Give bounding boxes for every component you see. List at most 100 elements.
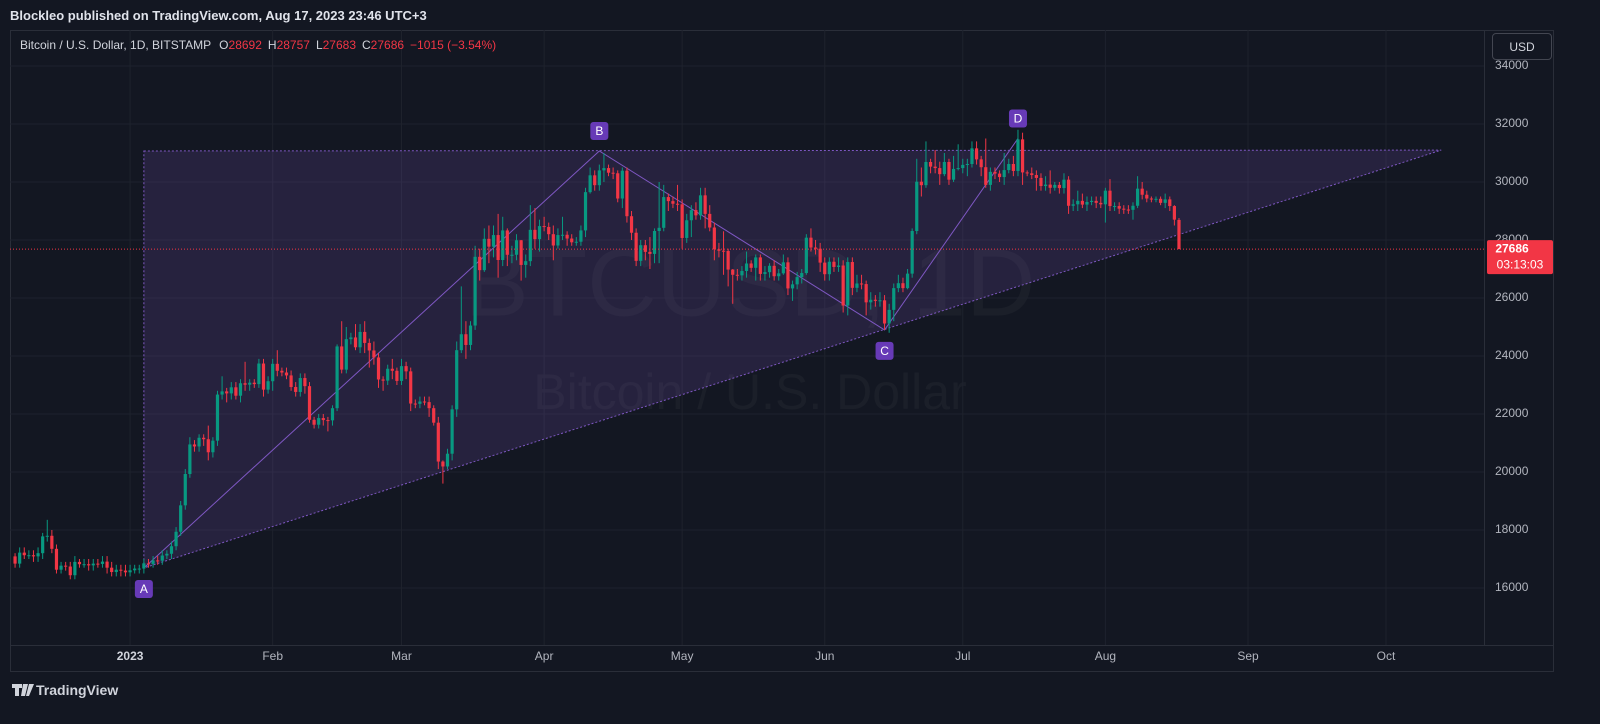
candle-body <box>206 439 210 453</box>
candle-body <box>261 363 266 390</box>
candle-body <box>376 357 381 380</box>
currency-button[interactable]: USD <box>1492 33 1552 60</box>
y-tick-label: 32000 <box>1495 116 1529 130</box>
candle-body <box>524 261 528 265</box>
candle-body <box>174 531 178 547</box>
candle-body <box>988 171 992 185</box>
candle-body <box>271 363 275 382</box>
candle-body <box>31 555 36 557</box>
candle-body <box>961 164 965 169</box>
candle-body <box>1034 175 1038 178</box>
candle-body <box>685 220 689 238</box>
candle-body <box>915 181 919 231</box>
candle-body <box>128 570 132 573</box>
candle-body <box>188 444 192 475</box>
candle-body <box>583 192 588 231</box>
candle-body <box>1048 184 1052 188</box>
candle-body <box>1062 179 1066 189</box>
candle-body <box>100 561 105 564</box>
change: −1015 (−3.54%) <box>410 38 497 52</box>
candle-body <box>694 210 698 216</box>
chart-frame <box>10 30 1554 672</box>
candle-body <box>859 283 864 285</box>
candle-body <box>956 168 960 170</box>
candle-body <box>593 175 597 186</box>
pattern-badge <box>1008 109 1027 128</box>
candle-body <box>942 161 946 175</box>
candle-body <box>284 372 289 376</box>
candle-body <box>864 284 868 303</box>
candle-body <box>395 370 399 381</box>
candle-body <box>478 256 482 271</box>
candle-body <box>137 568 141 570</box>
candle-body <box>836 265 841 267</box>
candle-body <box>468 325 473 345</box>
candle-body <box>901 283 905 289</box>
candle-body <box>703 195 707 214</box>
candle-body <box>606 168 611 173</box>
candle-body <box>192 444 197 447</box>
candle-body <box>77 561 82 565</box>
candle-body <box>1099 202 1103 205</box>
candle-body <box>625 170 629 217</box>
candle-body <box>1154 198 1158 200</box>
candle-body <box>928 161 933 167</box>
candle-body <box>772 265 776 277</box>
candle-body <box>303 378 307 387</box>
candle-body <box>404 366 408 372</box>
candle-body <box>602 168 606 171</box>
candle-body <box>73 561 77 576</box>
candle-body <box>386 368 390 381</box>
candle-body <box>363 331 367 343</box>
candle-body <box>855 283 859 288</box>
ohlc-value: 28692 <box>228 38 262 52</box>
pattern-label: C <box>880 344 889 358</box>
candle-body <box>289 375 293 388</box>
candle-body <box>211 440 215 453</box>
candle-body <box>639 245 643 261</box>
candle-body <box>151 560 155 564</box>
candle-body <box>252 382 256 385</box>
candle-body <box>892 288 896 310</box>
candle-body <box>763 272 767 274</box>
pattern-badge <box>590 121 609 140</box>
candle-body <box>1071 204 1075 206</box>
candle-body <box>399 366 404 381</box>
y-tick-label: 24000 <box>1495 348 1529 362</box>
x-tick-label: Oct <box>1377 649 1396 663</box>
candle-body <box>114 569 118 573</box>
candle-body <box>372 350 376 358</box>
candle-body <box>436 422 440 462</box>
candle-body <box>878 300 882 302</box>
candle-body <box>823 262 827 275</box>
candle-body <box>680 204 684 238</box>
candle-body <box>1080 200 1084 205</box>
price-label: 27686 <box>1495 241 1529 255</box>
candle-body <box>910 230 914 274</box>
candle-body <box>96 563 100 565</box>
candle-body <box>487 238 491 247</box>
candle-body <box>1168 199 1172 207</box>
candle-body <box>1122 208 1126 210</box>
candle-body <box>795 277 799 285</box>
candle-body <box>1085 201 1089 205</box>
candle-body <box>1011 164 1015 171</box>
candle-body <box>169 546 174 554</box>
candle-body <box>919 181 923 186</box>
candle-body <box>1066 179 1071 206</box>
candle-body <box>887 309 891 324</box>
candle-body <box>662 197 666 228</box>
candle-body <box>933 166 937 169</box>
candle-body <box>551 234 555 246</box>
candle-body <box>1089 200 1094 202</box>
x-tick-label: Mar <box>391 649 412 663</box>
candle-body <box>266 381 270 390</box>
candle-body <box>579 230 583 242</box>
candle-body <box>869 299 873 303</box>
candle-body <box>18 552 22 564</box>
candle-body <box>620 170 624 199</box>
candle-body <box>1053 184 1057 188</box>
candle-body <box>611 172 615 174</box>
candle-body <box>1103 190 1107 205</box>
candle-body <box>335 346 339 409</box>
